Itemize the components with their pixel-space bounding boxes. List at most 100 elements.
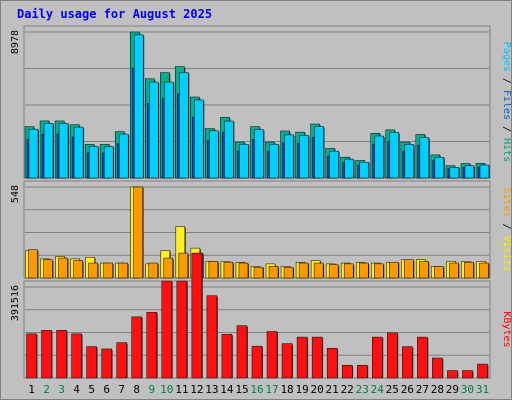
x-tick-label: 1 (28, 383, 35, 396)
x-tick-label: 26 (401, 383, 414, 396)
bar-sites-day-17 (268, 266, 279, 279)
bar-pages-day-6 (103, 146, 114, 179)
x-tick-label: 23 (356, 383, 369, 396)
bar-kbytes-day-15 (236, 325, 248, 379)
bar-pages-day-4 (73, 126, 84, 179)
x-tick-label: 12 (190, 383, 203, 396)
bar-kbytes-day-8 (131, 316, 142, 379)
bar-kbytes-day-9 (146, 311, 158, 379)
bar-kbytes-day-31 (477, 363, 488, 379)
bar-sites-day-8 (133, 186, 143, 279)
x-tick-label: 9 (148, 383, 155, 396)
bar-kbytes-day-2 (41, 330, 52, 379)
x-tick-label: 10 (160, 383, 173, 396)
legend-part: Hits (501, 138, 512, 162)
bar-sites-day-10 (163, 257, 174, 279)
bar-kbytes-day-23 (356, 364, 368, 379)
bar-sites-day-18 (283, 266, 294, 279)
bar-pages-day-24 (374, 135, 385, 179)
bar-pages-day-19 (299, 135, 309, 179)
bar-pages-day-5 (88, 146, 99, 179)
bar-sites-day-29 (449, 262, 459, 279)
bar-kbytes-day-7 (116, 342, 127, 379)
legend-part: Pages (501, 42, 512, 72)
x-tick-label: 6 (103, 383, 110, 396)
x-tick-label: 28 (431, 383, 444, 396)
x-tick-label: 8 (133, 383, 140, 396)
panel-sites-visits: 548 Sites / Visits (10, 180, 512, 279)
bar-sites-day-16 (253, 266, 264, 279)
bar-pages-day-21 (329, 150, 339, 179)
legend-part: / (501, 217, 512, 235)
bar-kbytes-day-28 (432, 357, 443, 379)
x-tick-label: 5 (88, 383, 95, 396)
bar-pages-day-28 (434, 157, 445, 179)
bar-pages-day-22 (344, 158, 354, 179)
x-tick-label: 25 (386, 383, 399, 396)
bar-sites-day-20 (313, 262, 324, 279)
bar-sites-day-27 (419, 261, 429, 279)
bar-pages-day-11 (179, 72, 189, 179)
bar-pages-day-9 (149, 81, 159, 179)
x-tick-label: 16 (250, 383, 263, 396)
chart-panels: 8978 Pages / Files / Hits 548 Sites / Visit… (10, 25, 512, 379)
bar-sites-day-14 (223, 261, 234, 279)
bar-sites-day-21 (328, 264, 339, 279)
x-tick-label: 30 (461, 383, 474, 396)
legend-part: / (501, 120, 512, 138)
bar-pages-day-30 (464, 165, 475, 179)
x-tick-label: 15 (235, 383, 248, 396)
bar-pages-day-18 (284, 134, 294, 179)
bar-sites-day-7 (118, 262, 128, 279)
bar-kbytes-day-25 (387, 332, 398, 379)
bar-kbytes-day-13 (206, 295, 218, 379)
x-tick-label: 14 (220, 383, 234, 396)
bar-sites-day-23 (358, 262, 369, 279)
x-tick-label: 31 (476, 383, 489, 396)
bar-kbytes-day-14 (221, 334, 233, 379)
bar-sites-day-5 (88, 262, 98, 279)
bar-sites-day-31 (479, 262, 489, 279)
chart-title: Daily usage for August 2025 (17, 7, 212, 21)
bar-kbytes-day-4 (71, 333, 82, 379)
bar-sites-day-30 (464, 261, 474, 279)
bar-sites-day-6 (103, 262, 113, 279)
x-tick-label: 20 (311, 383, 324, 396)
bar-kbytes-day-11 (176, 280, 188, 379)
x-tick-label: 4 (73, 383, 80, 396)
x-tick-label: 2 (43, 383, 50, 396)
x-tick-label: 22 (341, 383, 354, 396)
series-legend-label: KBytes (501, 311, 512, 347)
bar-sites-day-19 (298, 262, 309, 279)
bar-kbytes-day-5 (86, 346, 97, 379)
x-tick-label: 11 (175, 383, 188, 396)
bar-kbytes-day-29 (447, 370, 458, 379)
bar-kbytes-day-20 (311, 336, 323, 379)
bar-pages-day-14 (224, 120, 234, 179)
bar-pages-day-3 (58, 123, 69, 179)
panel-pages-files-hits: 8978 Pages / Files / Hits (10, 25, 512, 179)
y-axis-max-label: 548 (10, 185, 21, 203)
bar-sites-day-1 (28, 249, 38, 279)
bar-pages-day-31 (479, 164, 490, 179)
x-tick-label: 7 (118, 383, 125, 396)
x-tick-label: 3 (58, 383, 65, 396)
series-kbytes (26, 252, 489, 379)
bar-sites-day-4 (73, 260, 83, 279)
bar-kbytes-day-6 (101, 348, 112, 379)
legend-part: KBytes (501, 311, 512, 347)
x-tick-label: 27 (416, 383, 429, 396)
legend-part: Visits (501, 236, 512, 272)
bar-kbytes-day-18 (281, 343, 293, 379)
bar-sites-day-11 (178, 252, 189, 279)
bar-pages-day-13 (209, 130, 219, 179)
x-tick-label: 18 (280, 383, 293, 396)
y-axis-max-label: 391516 (10, 285, 21, 321)
bar-pages-day-17 (269, 144, 279, 179)
series-legend-label: Pages / Files / Hits (501, 42, 512, 162)
legend-part: / (501, 72, 512, 90)
bar-sites-day-9 (148, 262, 159, 279)
bar-kbytes-day-16 (251, 345, 263, 379)
series-pages (28, 34, 490, 179)
bar-sites-day-25 (389, 261, 399, 279)
